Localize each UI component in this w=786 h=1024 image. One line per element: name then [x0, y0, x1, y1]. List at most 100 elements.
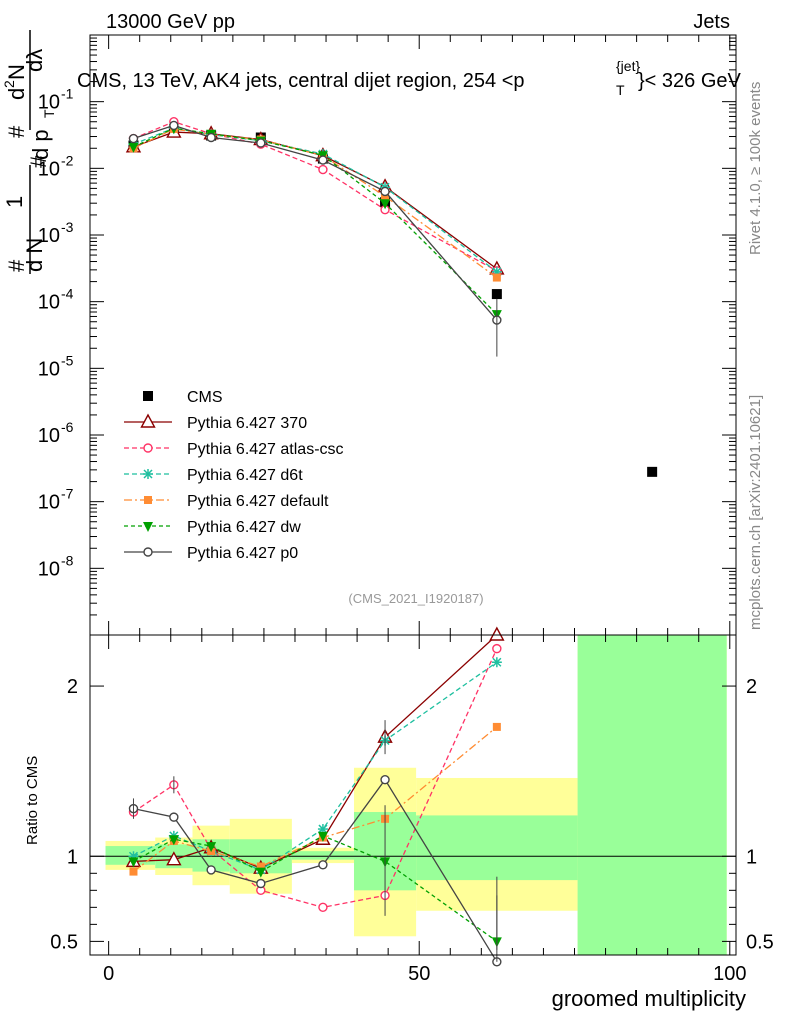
data-point — [381, 192, 390, 201]
ratio-ylabel: Ratio to CMS — [24, 756, 41, 845]
legend-label: Pythia 6.427 370 — [187, 415, 307, 432]
ratio-y-tick-label-right: 2 — [746, 676, 757, 698]
y-tick-label: 10 — [38, 92, 60, 114]
ratio-y-tick-label: 1 — [67, 846, 78, 868]
series-pythia-6-427-d6t — [128, 123, 502, 277]
ylabel-hash-2: # — [26, 155, 51, 168]
ratio-point — [128, 857, 139, 868]
y-tick-exponent: -3 — [61, 219, 74, 235]
ratio-point — [255, 867, 266, 878]
y-tick-exponent: -4 — [61, 286, 74, 302]
main-panel: 10-110-210-310-410-510-610-710-8 — [38, 34, 737, 636]
ratio-point — [492, 643, 502, 654]
ylabel-hash-1: # — [4, 259, 29, 272]
series-line — [133, 121, 498, 272]
data-point — [647, 466, 658, 477]
y-tick-exponent: -8 — [61, 552, 74, 568]
data-point — [169, 120, 179, 131]
series-pythia-6-427-atlas-csc — [128, 117, 502, 276]
legend-item: Pythia 6.427 p0 — [124, 545, 298, 562]
watermark: (CMS_2021_I1920187) — [348, 591, 483, 606]
y-tick-exponent: -1 — [61, 86, 74, 102]
star-stroke — [318, 824, 328, 834]
star-stroke — [143, 469, 153, 479]
series-pythia-6-427-370 — [125, 123, 505, 275]
ratio-y-tick-label-right: 1 — [746, 846, 757, 868]
title-main: CMS, 13 TeV, AK4 jets, central dijet reg… — [77, 70, 525, 92]
ratio-point — [317, 824, 328, 835]
legend-marker — [143, 469, 153, 479]
data-point — [318, 155, 328, 165]
data-point — [380, 186, 390, 197]
ylabel-dlambda: dλ — [22, 49, 47, 72]
ratio-y-tick-label-right: 0.5 — [746, 931, 774, 953]
legend-marker — [140, 413, 156, 428]
series-line — [133, 127, 498, 315]
data-point — [318, 164, 328, 175]
data-point — [492, 273, 501, 282]
data-point — [491, 289, 502, 300]
ratio-frame — [89, 634, 737, 956]
legend-item: Pythia 6.427 atlas-csc — [124, 441, 344, 458]
data-point — [128, 142, 139, 153]
legend-marker — [143, 522, 153, 532]
title-subscript: T — [616, 82, 625, 98]
ratio-point — [492, 722, 501, 731]
ylabel-t: T — [41, 109, 57, 118]
ratio-point — [206, 842, 217, 853]
data-point — [380, 199, 391, 210]
legend-marker — [143, 547, 153, 557]
y-tick-exponent: -2 — [61, 152, 74, 168]
y-tick-label: 10 — [38, 225, 60, 247]
ratio-point — [318, 902, 328, 913]
series-line — [133, 127, 498, 273]
ratio-point — [169, 812, 179, 822]
legend: CMS Pythia 6.427 370 Pythia 6.427 atlas-cs… — [124, 389, 344, 562]
y-tick-exponent: -5 — [61, 352, 74, 368]
header-left: 13000 GeV pp — [106, 11, 235, 33]
ratio-point — [380, 774, 390, 785]
y-tick-label: 10 — [38, 425, 60, 447]
band-green — [577, 635, 727, 955]
header-right: Jets — [693, 11, 730, 33]
y-tick-exponent: -7 — [61, 486, 74, 502]
ylabel-dpt: d p — [28, 129, 53, 160]
band-green — [416, 815, 578, 881]
legend-marker — [144, 496, 152, 504]
legend-item: CMS — [143, 389, 223, 406]
y-tick-label: 10 — [38, 158, 60, 180]
star-stroke — [492, 657, 502, 667]
legend-label: Pythia 6.427 p0 — [187, 545, 298, 562]
main-series — [125, 117, 658, 477]
legend-item: Pythia 6.427 d6t — [124, 467, 303, 484]
ratio-point — [168, 835, 179, 846]
legend-label: CMS — [187, 389, 223, 406]
legend-item: Pythia 6.427 370 — [124, 413, 307, 432]
main-ticks: 10-110-210-310-410-510-610-710-8 — [38, 34, 736, 636]
x-axis-label: groomed multiplicity — [552, 986, 746, 1011]
ratio-bands — [90, 635, 736, 955]
x-tick-label: 100 — [713, 963, 746, 985]
y-tick-exponent: -6 — [61, 419, 74, 435]
legend-label: Pythia 6.427 default — [187, 493, 329, 510]
main-ylabel: # d N 1 # d p T # d 2 N dλ — [1, 30, 57, 274]
ylabel-d2n-n: N — [4, 64, 29, 80]
ratio-point — [129, 867, 138, 876]
legend-item: Pythia 6.427 dw — [124, 519, 301, 536]
legend-label: Pythia 6.427 atlas-csc — [187, 441, 344, 458]
series-pythia-6-427-default — [129, 124, 501, 282]
x-tick-label: 0 — [103, 963, 114, 985]
data-point — [206, 132, 216, 143]
title-end: }< 326 GeV — [638, 70, 742, 92]
ratio-point — [491, 657, 502, 668]
ratio-ticks: 0.5 0.5 1 1 2 2 0 50 100 — [50, 635, 774, 985]
data-point — [128, 133, 139, 144]
series-line — [133, 124, 498, 321]
legend-label: Pythia 6.427 dw — [187, 519, 301, 536]
legend-item: Pythia 6.427 default — [124, 493, 329, 510]
x-tick-label: 50 — [408, 963, 430, 985]
ratio-y-tick-label: 2 — [67, 676, 78, 698]
series-pythia-6-427-p0 — [128, 120, 502, 325]
legend-label: Pythia 6.427 d6t — [187, 467, 303, 484]
